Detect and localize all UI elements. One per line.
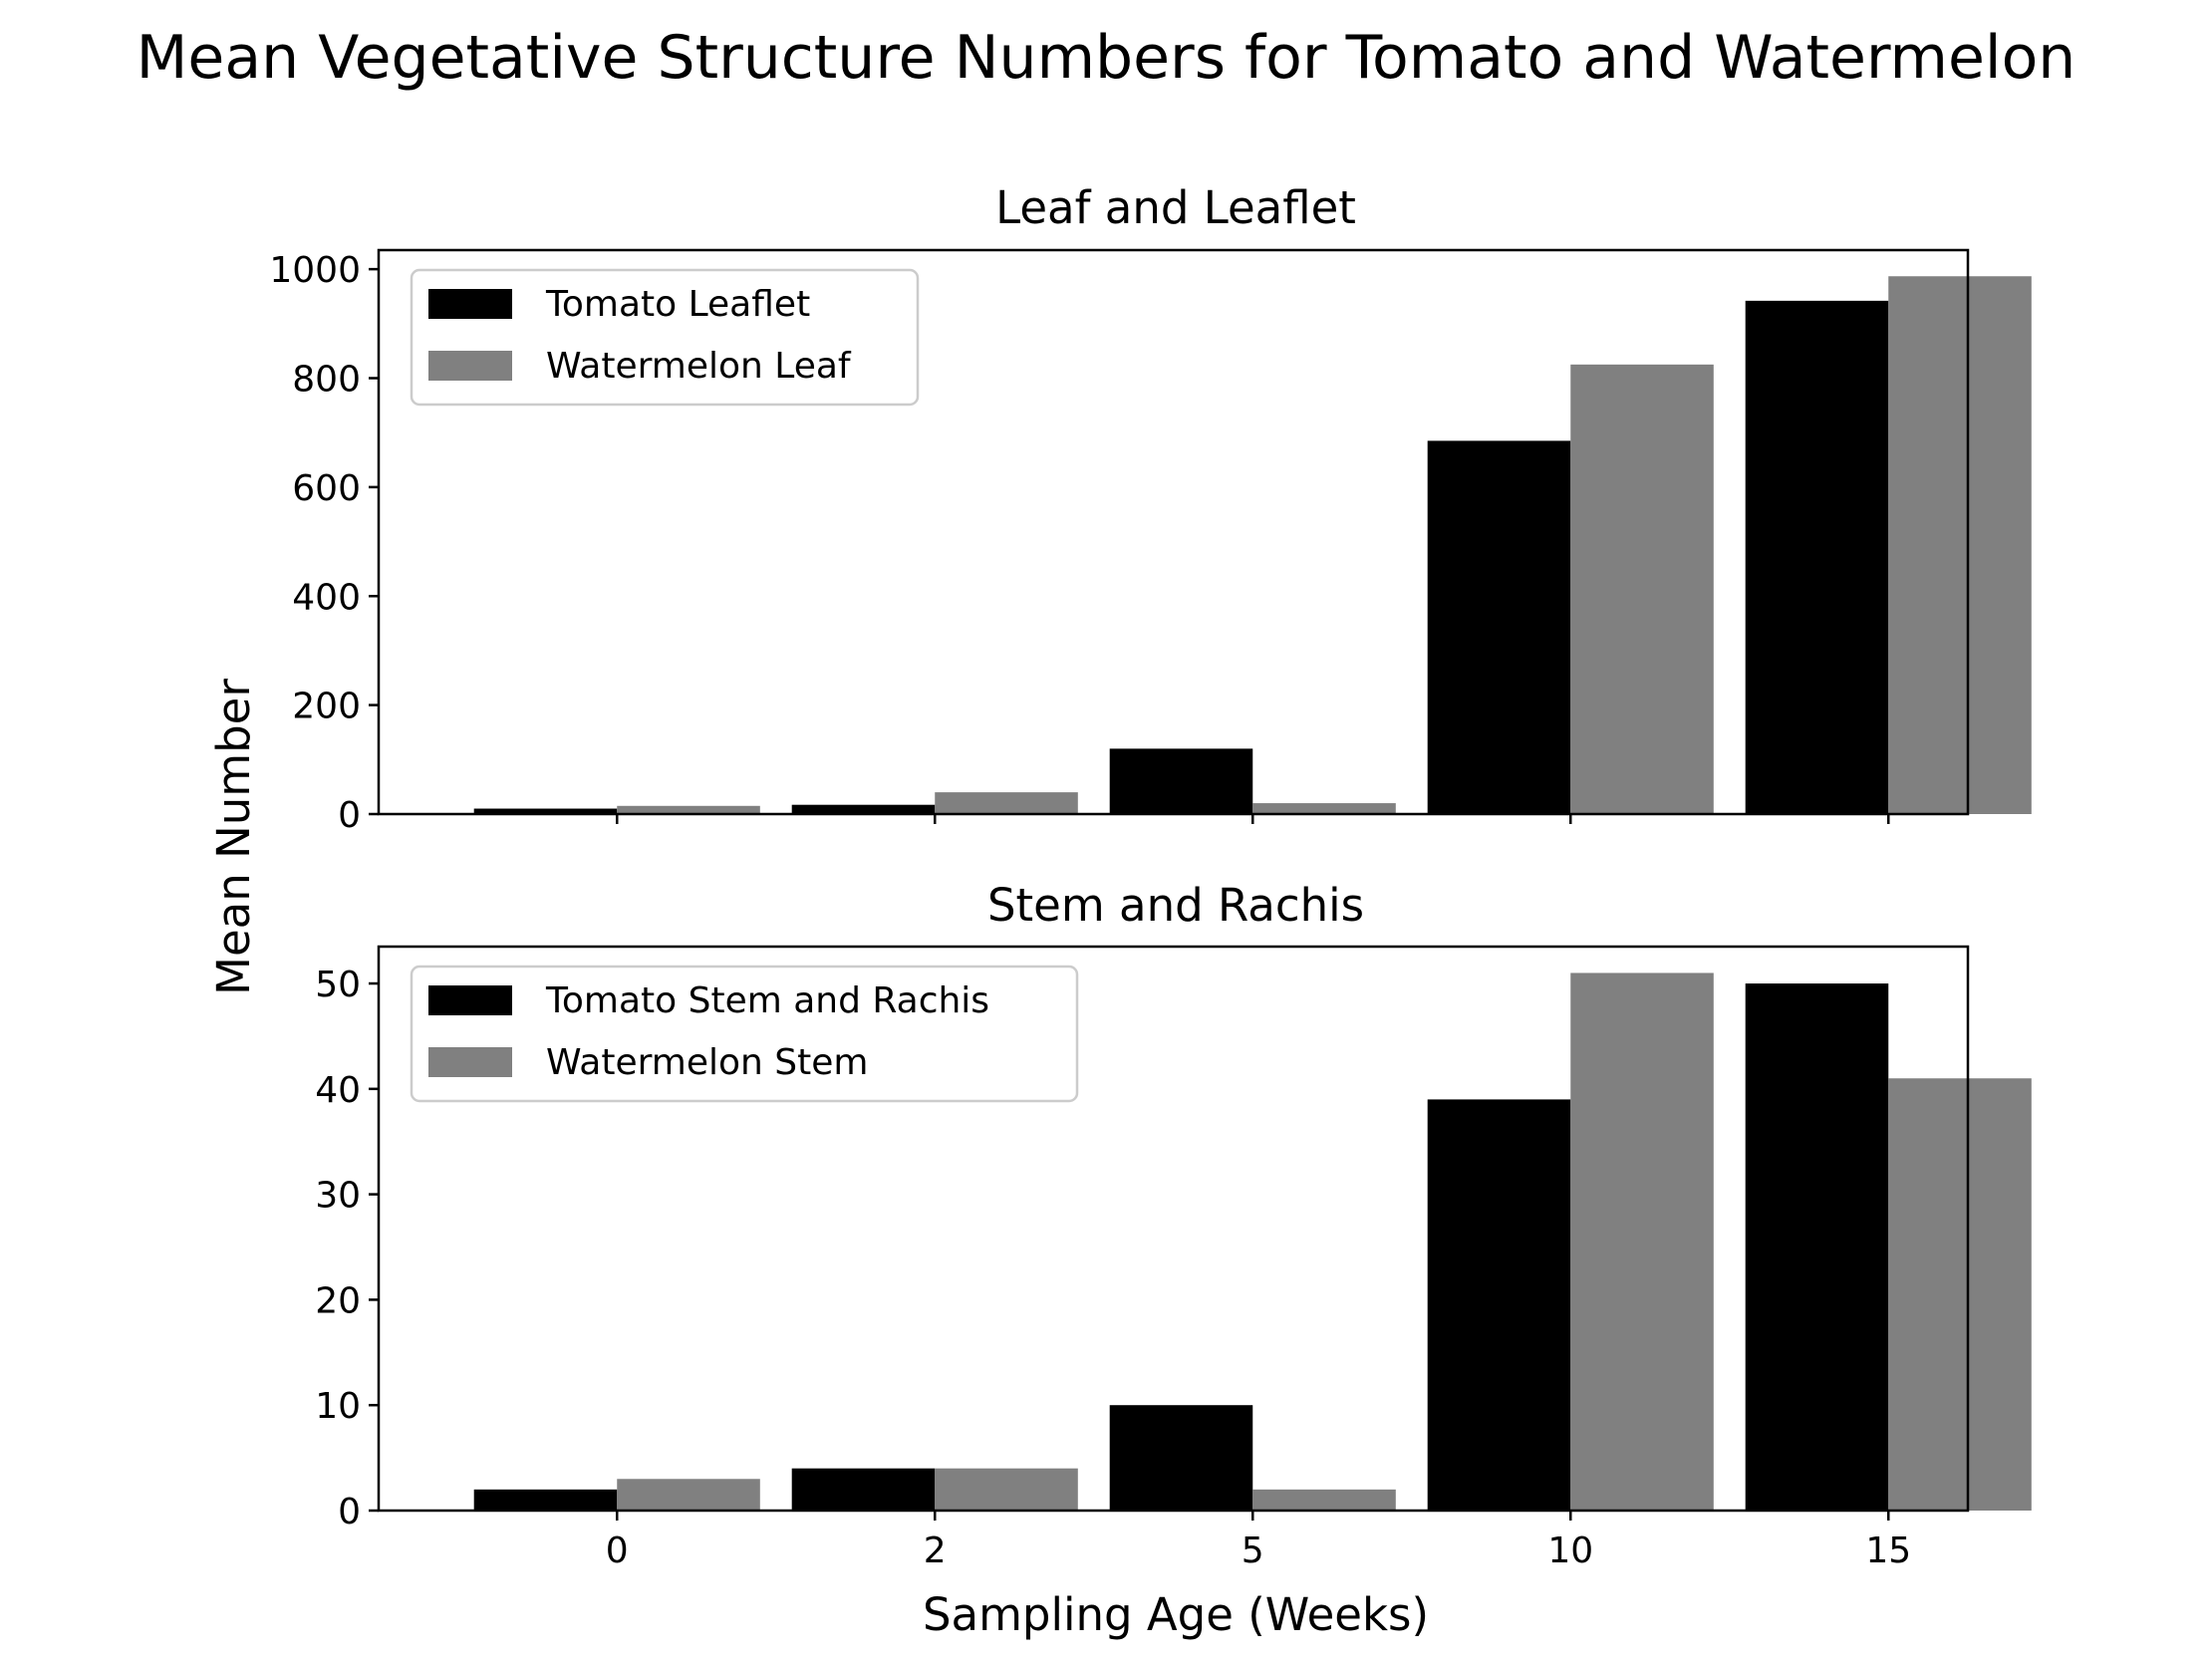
stem-bar-tomato-2 xyxy=(791,1468,936,1511)
stem-bar-tomato-5 xyxy=(1109,1405,1253,1511)
figure-title: Mean Vegetative Structure Numbers for To… xyxy=(137,23,2076,93)
leaf-legend-box xyxy=(410,268,920,407)
stem-bars xyxy=(473,972,2032,1511)
stem-bar-tomato-15 xyxy=(1745,983,1889,1511)
leaf-y-tick-label: 800 xyxy=(292,360,361,401)
stem-bar-tomato-0 xyxy=(473,1489,618,1511)
leaf-bar-watermelon-0 xyxy=(617,805,760,814)
stem-bar-watermelon-15 xyxy=(1888,1078,2032,1511)
leaf-x-ticks xyxy=(616,814,1890,824)
stem-bar-watermelon-5 xyxy=(1252,1489,1396,1511)
leaf-legend-label-tomato: Tomato Leaflet xyxy=(545,284,810,325)
leaf-y-tick-label: 1000 xyxy=(269,250,361,291)
stem-y-tick-label: 30 xyxy=(315,1176,361,1217)
leaf-bar-tomato-2 xyxy=(791,804,936,814)
leaf-legend-label-watermelon: Watermelon Leaf xyxy=(546,346,852,387)
stem-bar-watermelon-2 xyxy=(935,1468,1078,1511)
y-axis-label: Mean Number xyxy=(207,679,260,995)
leaf-bar-tomato-10 xyxy=(1427,440,1571,814)
leaf-y-tick-label: 0 xyxy=(338,795,361,836)
stem-x-tick-label: 10 xyxy=(1547,1530,1593,1571)
leaf-y-tick-label: 400 xyxy=(292,577,361,618)
leaf-panel-title: Leaf and Leaflet xyxy=(995,181,1356,234)
stem-legend-label-watermelon: Watermelon Stem xyxy=(546,1042,868,1083)
stem-bar-tomato-10 xyxy=(1427,1099,1571,1511)
stem-legend-swatch-watermelon xyxy=(428,1047,512,1077)
leaf-bar-watermelon-5 xyxy=(1252,803,1396,814)
stem-x-ticks: 0 2 5 10 15 xyxy=(606,1511,1911,1571)
x-axis-label: Sampling Age (Weeks) xyxy=(923,1588,1429,1641)
stem-x-tick-label: 0 xyxy=(606,1530,629,1571)
stem-legend-swatch-tomato xyxy=(428,985,512,1015)
stem-bar-watermelon-10 xyxy=(1570,972,1714,1511)
leaf-bar-tomato-15 xyxy=(1745,300,1889,814)
leaf-legend-swatch-tomato xyxy=(428,289,512,319)
leaf-y-tick-label: 600 xyxy=(292,468,361,509)
stem-panel: Stem and Rachis 0 10 20 30 40 50 0 2 5 10 15 Toma… xyxy=(315,879,2032,1571)
leaf-axes-frame xyxy=(377,248,1970,816)
leaf-legend: Tomato Leaflet Watermelon Leaf xyxy=(410,268,920,407)
stem-legend-box xyxy=(410,965,1079,1103)
leaf-panel: Leaf and Leaflet 0 200 400 600 800 1000 Tomat… xyxy=(269,181,2032,836)
leaf-bar-watermelon-10 xyxy=(1570,364,1714,814)
stem-y-tick-label: 10 xyxy=(315,1386,361,1427)
leaf-bars xyxy=(473,276,2032,814)
leaf-bar-tomato-0 xyxy=(473,808,618,814)
leaf-bar-watermelon-15 xyxy=(1888,276,2032,814)
leaf-legend-swatch-watermelon xyxy=(428,351,512,381)
leaf-bar-tomato-5 xyxy=(1109,748,1253,814)
stem-panel-title: Stem and Rachis xyxy=(987,879,1364,932)
stem-x-tick-label: 5 xyxy=(1242,1530,1264,1571)
stem-y-tick-label: 20 xyxy=(315,1280,361,1321)
stem-y-ticks: 0 10 20 30 40 50 xyxy=(315,965,379,1532)
stem-y-tick-label: 0 xyxy=(338,1492,361,1532)
stem-legend: Tomato Stem and Rachis Watermelon Stem xyxy=(410,965,1079,1103)
stem-x-tick-label: 2 xyxy=(924,1530,947,1571)
leaf-y-ticks: 0 200 400 600 800 1000 xyxy=(269,250,379,836)
leaf-bar-watermelon-2 xyxy=(935,792,1078,814)
stem-y-tick-label: 40 xyxy=(315,1070,361,1111)
leaf-y-tick-label: 200 xyxy=(292,687,361,727)
stem-axes-frame xyxy=(377,945,1970,1513)
stem-legend-label-tomato: Tomato Stem and Rachis xyxy=(545,980,989,1021)
stem-x-tick-label: 15 xyxy=(1865,1530,1911,1571)
stem-bar-watermelon-0 xyxy=(617,1479,760,1511)
stem-y-tick-label: 50 xyxy=(315,965,361,1005)
